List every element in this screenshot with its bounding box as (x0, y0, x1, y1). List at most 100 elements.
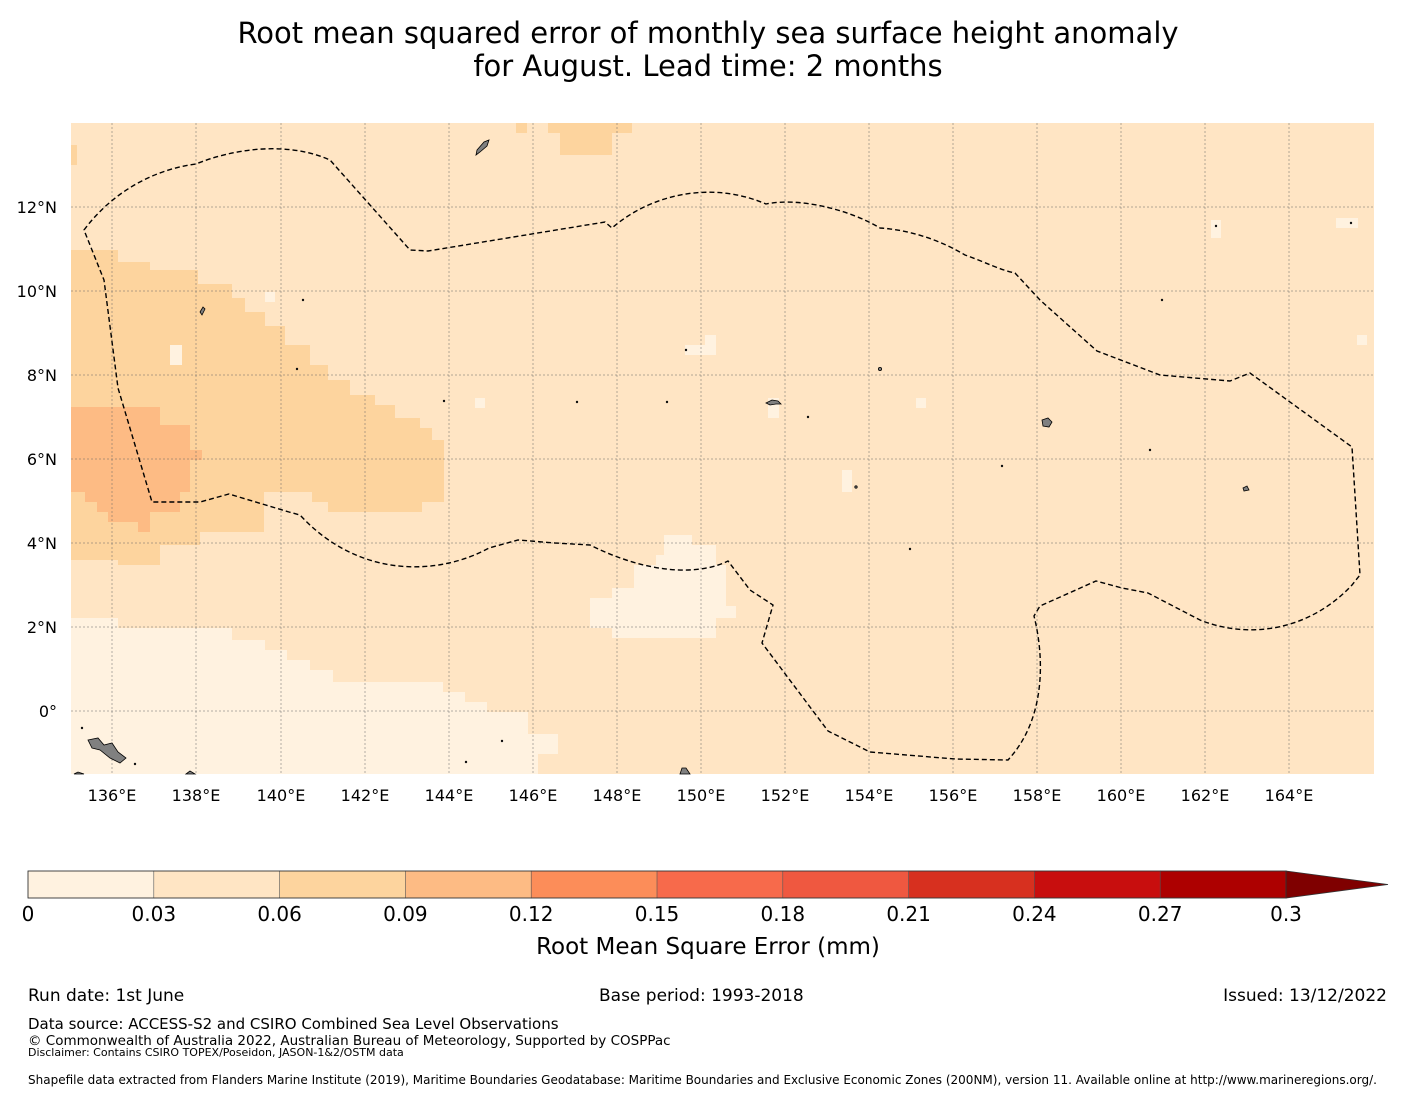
lon-label: 150°E (677, 786, 726, 805)
lon-label: 160°E (1097, 786, 1146, 805)
colorbar-tick-label: 0.27 (1138, 902, 1183, 926)
island-kosrae (1242, 485, 1250, 492)
run-date: Run date: 1st June (28, 986, 185, 1006)
colorbar-segments (27, 870, 1287, 899)
base-period: Base period: 1993-2018 (599, 986, 804, 1006)
copyright-notice: © Commonwealth of Australia 2022, Austra… (28, 1033, 671, 1049)
lon-label: 140°E (257, 786, 306, 805)
islet (1160, 298, 1164, 302)
colorbar-tick-label: 0 (22, 902, 35, 926)
colorbar-frame (27, 870, 1287, 899)
land-masses (73, 139, 1353, 775)
colorbar-tick-label: 0.3 (1270, 902, 1302, 926)
colorbar-segment (1034, 870, 1162, 899)
rmse-spot (685, 345, 705, 355)
colorbar-segment (656, 870, 784, 899)
lat-label: 10°N (17, 282, 57, 301)
latitude-labels: 12°N 10°N 8°N 6°N 4°N 2°N 0° (17, 198, 57, 721)
island-new-guinea-coast (87, 737, 127, 764)
islet (295, 367, 299, 371)
colorbar-tick-label: 0.21 (886, 902, 931, 926)
colorbar-segment (279, 870, 407, 899)
lat-label: 4°N (27, 534, 57, 553)
island-pohnpei (1041, 417, 1053, 428)
colorbar-segment (530, 870, 658, 899)
islet (1000, 464, 1004, 468)
lon-label: 136°E (88, 786, 137, 805)
colorbar-segment (908, 870, 1036, 899)
lon-label: 148°E (593, 786, 642, 805)
data-source: Data source: ACCESS-S2 and CSIRO Combine… (28, 1015, 559, 1033)
islet (575, 400, 579, 404)
rmse-spot (475, 398, 485, 408)
colorbar-segment (405, 870, 532, 899)
lon-label: 164°E (1265, 786, 1314, 805)
rmse-spot (916, 398, 926, 408)
disclaimer: Disclaimer: Contains CSIRO TOPEX/Poseido… (28, 1046, 404, 1059)
rmse-spot (1357, 335, 1367, 345)
islet (684, 348, 688, 352)
colorbar-tick-label: 0.09 (383, 902, 428, 926)
islet (500, 739, 504, 743)
colorbar-tick-label: 0.03 (132, 902, 177, 926)
rmse-region-low-south (71, 618, 558, 774)
islet (301, 298, 305, 302)
island-south-coast (679, 767, 691, 775)
islet (464, 760, 468, 764)
map-title-line-1: Root mean squared error of monthly sea s… (237, 16, 1179, 50)
islet (908, 547, 912, 551)
rmse-spot (265, 292, 275, 302)
rmse-spot (705, 335, 716, 355)
colorbar-tick-label: 0.15 (635, 902, 680, 926)
rmse-spot (170, 345, 182, 365)
island-guam (475, 139, 490, 156)
islet (1214, 224, 1218, 228)
island-fragment (73, 771, 85, 775)
map-title-line-2: for August. Lead time: 2 months (473, 49, 943, 83)
lon-label: 156°E (929, 786, 978, 805)
colorbar-segment (153, 870, 281, 899)
colorbar-tick-label: 0.12 (509, 902, 554, 926)
islet (878, 366, 883, 371)
rmse-region-high (71, 407, 202, 532)
islet (80, 726, 84, 730)
rmse-spot (768, 398, 779, 418)
graticule (71, 123, 1374, 774)
colorbar-tick-labels: 0 0.03 0.06 0.09 0.12 0.15 0.18 0.21 0.24 0.27 0.3 (22, 902, 1302, 926)
lon-label: 138°E (172, 786, 221, 805)
islet (665, 400, 669, 404)
lon-label: 154°E (845, 786, 894, 805)
colorbar-tick-label: 0.06 (257, 902, 302, 926)
colorbar-segment (782, 870, 910, 899)
colorbar-extend-arrow (1285, 870, 1389, 899)
lat-label: 12°N (17, 198, 57, 217)
shapefile-credit: Shapefile data extracted from Flanders M… (28, 1073, 1377, 1087)
rmse-region-low-central (590, 535, 736, 638)
colorbar-title: Root Mean Square Error (mm) (536, 934, 880, 960)
islet (442, 399, 446, 403)
lat-label: 0° (39, 702, 57, 721)
rmse-spot (71, 145, 77, 165)
colorbar-segment (1159, 870, 1287, 899)
lon-label: 146°E (509, 786, 558, 805)
lon-label: 152°E (761, 786, 810, 805)
islet (806, 415, 810, 419)
rmse-field (71, 123, 1367, 774)
longitude-labels: 136°E 138°E 140°E 142°E 144°E 146°E 148°… (88, 786, 1314, 805)
islet (133, 762, 137, 766)
islet (854, 485, 858, 489)
colorbar: 0 0.03 0.06 0.09 0.12 0.15 0.18 0.21 0.24 0.27 0.3… (22, 870, 1389, 960)
lon-label: 142°E (341, 786, 390, 805)
eez-boundary (83, 148, 1361, 761)
island-palau (199, 306, 206, 316)
colorbar-segment (27, 870, 155, 899)
rmse-spot (1211, 220, 1221, 238)
rmse-region-mid-north-2 (516, 123, 527, 133)
lat-label: 2°N (27, 618, 57, 637)
colorbar-tick-label: 0.24 (1012, 902, 1057, 926)
lat-label: 6°N (27, 450, 57, 469)
colorbar-tick-label: 0.18 (761, 902, 806, 926)
lon-label: 162°E (1181, 786, 1230, 805)
islet (1148, 448, 1152, 452)
